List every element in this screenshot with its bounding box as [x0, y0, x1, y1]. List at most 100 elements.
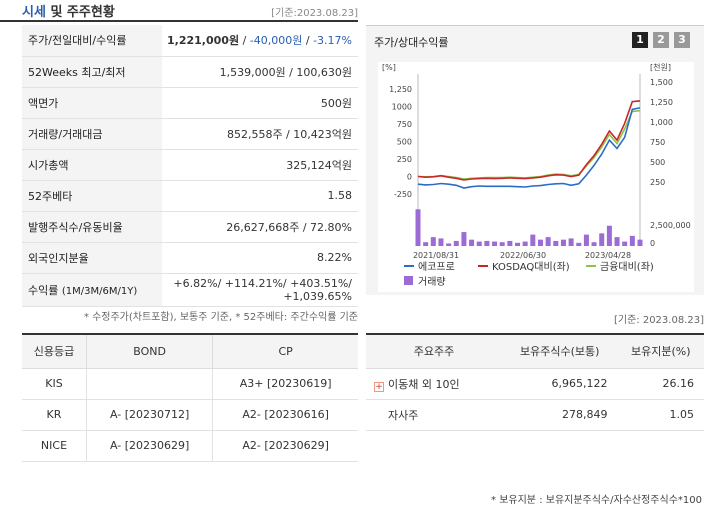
- section-title-rest: 및 주주현황: [45, 5, 115, 20]
- row-label: 액면가: [22, 87, 162, 119]
- right-axis-unit: [천원]: [650, 62, 671, 72]
- section-title: 시세 및 주주현황: [22, 1, 115, 20]
- table-row: + 이동채 외 10인 6,965,122 26.16: [366, 368, 704, 400]
- volume-bar: [461, 232, 467, 246]
- chart-tab-1[interactable]: 1: [632, 32, 648, 48]
- cp-rating: A2- [20230629]: [212, 430, 358, 462]
- volume-tick-label: 0: [650, 239, 655, 248]
- chart-tab-3[interactable]: 3: [674, 32, 690, 48]
- volume-bar: [599, 233, 605, 246]
- row-label: 거래량/거래대금: [22, 118, 162, 150]
- legend-swatch: [586, 265, 596, 267]
- volume-bar: [507, 240, 513, 246]
- agency-name: NICE: [22, 430, 87, 462]
- row-value: 325,124억원: [162, 149, 358, 181]
- row-value: 8.22%: [162, 242, 358, 274]
- volume-bar: [614, 237, 620, 246]
- volume-bar: [499, 242, 505, 246]
- volume-bar: [530, 234, 536, 246]
- legend-swatch: [404, 276, 413, 285]
- volume-bar: [522, 241, 528, 246]
- left-tick-label: 500: [397, 138, 412, 147]
- chart-title: 주가/상대수익률: [374, 36, 449, 49]
- x-tick-label: 2021/08/31: [413, 251, 459, 260]
- relative-return-chart: [%] [천원] 1,250 1000 750 500 250 0 -250 1,500 1,250…: [382, 62, 691, 288]
- volume-bar: [629, 235, 635, 246]
- volume-bar: [560, 239, 566, 246]
- table-row: NICE A- [20230629] A2- [20230629]: [22, 430, 358, 462]
- return-values: +6.82%/ +114.21%/ +403.51%/: [173, 276, 352, 290]
- row-label: 외국인지분율: [22, 242, 162, 274]
- section-header: 시세 및 주주현황 [기준:2023.08.23]: [0, 0, 358, 22]
- row-label: 수익률 (1M/3M/6M/1Y): [22, 273, 162, 307]
- row-label: 52주베타: [22, 180, 162, 212]
- holders-note: * 보유지분 : 보유지분주식수/자수산정주식수*100: [491, 495, 702, 506]
- legend-label: 거래량: [418, 276, 446, 288]
- price-change-rate: -3.17%: [313, 34, 352, 48]
- agency-name: KR: [22, 399, 87, 431]
- holder-name-cell: 자사주: [366, 399, 503, 431]
- volume-bar: [622, 241, 628, 246]
- holder-name-cell: + 이동채 외 10인: [366, 368, 503, 400]
- cp-rating: A3+ [20230619]: [212, 368, 358, 400]
- volume-bar: [484, 240, 490, 246]
- section-title-highlight: 시세: [22, 5, 46, 20]
- row-label: 주가/전일대비/수익률: [22, 25, 162, 57]
- table-row: 발행주식수/유동비율 26,627,668주 / 72.80%: [22, 211, 358, 243]
- price-change: -40,000원: [249, 34, 303, 48]
- table-row: 시가총액 325,124억원: [22, 149, 358, 181]
- right-tick-label: 1,500: [650, 78, 673, 87]
- row-label: 시가총액: [22, 149, 162, 181]
- bond-rating: A- [20230712]: [86, 399, 214, 431]
- table-row: 수익률 (1M/3M/6M/1Y) +6.82%/ +114.21%/ +403…: [22, 273, 358, 307]
- right-tick-label: 1,250: [650, 98, 673, 107]
- row-value: 26,627,668주 / 72.80%: [162, 211, 358, 243]
- table-row: 액면가 500원: [22, 87, 358, 119]
- volume-bar: [446, 243, 452, 246]
- volume-bar: [430, 237, 436, 246]
- major-shareholders-table: 주요주주 보유주식수(보통) 보유지분(%) + 이동채 외 10인 6,965,…: [366, 333, 704, 431]
- holder-name: 이동채 외 10인: [388, 377, 460, 391]
- volume-bar: [576, 242, 582, 246]
- volume-bar: [423, 242, 429, 246]
- bond-rating: [86, 368, 214, 400]
- left-tick-label: 0: [407, 173, 412, 182]
- volume-bar: [637, 239, 643, 246]
- table-row: 자사주 278,849 1.05: [366, 399, 704, 431]
- left-tick-label: 750: [397, 120, 412, 129]
- volume-bar: [545, 237, 551, 246]
- return-label-periods: (1M/3M/6M/1Y): [61, 285, 138, 297]
- holder-shares: 278,849: [502, 399, 618, 431]
- expand-icon[interactable]: +: [374, 381, 384, 392]
- table-row: 52주베타 1.58: [22, 180, 358, 212]
- series-line-1: [417, 100, 641, 181]
- row-label: 52Weeks 최고/최저: [22, 56, 162, 88]
- volume-bar: [469, 239, 475, 246]
- column-header: 보유주식수(보통): [502, 334, 618, 369]
- column-header: 보유지분(%): [617, 334, 704, 369]
- x-tick-label: 2022/06/30: [500, 251, 546, 260]
- left-tick-label: 250: [397, 155, 412, 164]
- row-value: 1,221,000원 / -40,000원 / -3.17%: [162, 25, 358, 57]
- column-header: CP: [212, 334, 358, 369]
- row-label: 발행주식수/유동비율: [22, 211, 162, 243]
- credit-rating-table: 신용등급 BOND CP KIS A3+ [20230619] KR A- [2…: [22, 333, 358, 462]
- legend-label: 금융대비(좌): [600, 261, 654, 273]
- legend-label: 에코프로: [418, 261, 455, 273]
- chart-area: [%] [천원] 1,250 1000 750 500 250 0 -250 1,500 1,250…: [378, 62, 694, 292]
- stock-table-note: * 수정주가(차트포함), 보통주 기준, * 52주베타: 주간수익률 기준: [83, 312, 358, 323]
- table-row: 주가/전일대비/수익률 1,221,000원 / -40,000원 / -3.1…: [22, 25, 358, 57]
- volume-bar: [415, 209, 421, 246]
- cp-rating: A2- [20230616]: [212, 399, 358, 431]
- left-tick-label: -250: [394, 190, 412, 199]
- volume-bar: [438, 238, 444, 246]
- chart-tab-2[interactable]: 2: [653, 32, 669, 48]
- holder-percent: 26.16: [617, 368, 704, 400]
- table-row: KR A- [20230712] A2- [20230616]: [22, 399, 358, 431]
- return-label: 수익률: [28, 283, 59, 297]
- holder-name: 자사주: [388, 408, 419, 422]
- current-price: 1,221,000원: [167, 34, 240, 48]
- row-value: 852,558주 / 10,423억원: [162, 118, 358, 150]
